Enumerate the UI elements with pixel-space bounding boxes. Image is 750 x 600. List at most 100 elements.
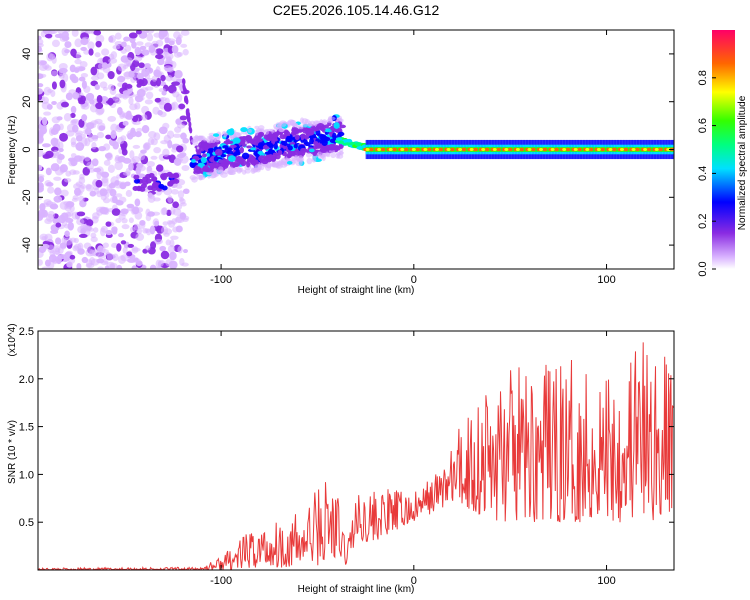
- spectrogram-mark: [136, 164, 143, 171]
- spectrogram-mark: [157, 58, 165, 66]
- spectrogram-mark: [67, 211, 74, 217]
- spectrogram-mark: [166, 38, 176, 43]
- spectrogram-mark: [542, 147, 548, 152]
- spectrogram-mark: [123, 36, 131, 42]
- spectrogram-mark: [185, 110, 189, 117]
- spectrogram-mark: [246, 145, 253, 149]
- spectrogram-mark: [136, 72, 144, 80]
- spectrogram-mark: [223, 132, 229, 136]
- spectrogram-mark: [157, 260, 164, 267]
- spectrogram-mark: [446, 148, 451, 151]
- spectrogram-mark: [562, 148, 567, 151]
- spectrogram-mark: [120, 240, 127, 245]
- spectrogram-mark: [112, 44, 121, 50]
- spectrogram-ylabel: Frequency (Hz): [7, 116, 18, 185]
- y-tick-label: -20: [21, 189, 33, 205]
- spectrogram-mark: [169, 173, 176, 179]
- spectrogram-mark: [49, 201, 57, 209]
- spectrogram-mark: [225, 138, 230, 143]
- spectrogram-mark: [519, 147, 525, 152]
- spectrogram-mark: [59, 79, 66, 89]
- spectrogram-mark: [64, 49, 70, 54]
- spectrogram-mark: [95, 40, 102, 48]
- spectrogram-mark: [492, 148, 497, 151]
- spectrogram-mark: [111, 208, 121, 216]
- spectrogram-mark: [67, 221, 74, 231]
- spectrogram-mark: [108, 57, 118, 64]
- spectrogram-mark: [134, 198, 141, 207]
- spectrogram-mark: [61, 31, 69, 39]
- spectrogram-mark: [258, 131, 265, 137]
- spectrogram-mark: [159, 245, 167, 252]
- spectrogram-mark: [496, 147, 502, 152]
- spectrogram-mark: [218, 56, 222, 60]
- spectrogram-mark: [114, 156, 123, 164]
- spectrogram-mark: [71, 197, 79, 202]
- spectrogram-mark: [232, 137, 241, 144]
- spectrogram-mark: [206, 171, 214, 176]
- spectrogram-mark: [119, 111, 125, 120]
- spectrogram-mark: [133, 174, 140, 180]
- spectrogram-mark: [200, 142, 209, 148]
- spectrogram-mark: [643, 148, 648, 151]
- spectrogram-mark: [268, 142, 273, 147]
- spectrogram-mark: [223, 163, 229, 168]
- spectrogram-mark: [135, 207, 144, 213]
- spectrogram-mark: [42, 30, 51, 35]
- spectrogram-mark: [332, 132, 337, 140]
- spectrogram-mark: [44, 33, 53, 39]
- spectrogram-mark: [272, 152, 278, 158]
- spectrogram-mark: [321, 154, 326, 162]
- spectrogram-mark: [136, 227, 143, 235]
- spectrogram-mark: [38, 250, 44, 258]
- spectrogram-mark: [89, 249, 97, 257]
- spectrogram-mark: [182, 48, 189, 56]
- spectrogram-mark: [294, 88, 297, 92]
- spectrogram-mark: [103, 143, 111, 151]
- spectrogram-mark: [249, 155, 256, 162]
- spectrogram-mark: [132, 185, 139, 191]
- spectrogram-mark: [631, 148, 636, 151]
- spectrogram-mark: [38, 185, 44, 193]
- spectrogram-mark: [114, 93, 123, 99]
- spectrogram-mark: [220, 154, 226, 158]
- spectrogram-mark: [75, 130, 84, 135]
- spectrogram-mark: [128, 96, 134, 105]
- spectrogram-mark: [279, 134, 287, 140]
- spectrogram-mark: [70, 112, 76, 118]
- spectrogram-mark: [136, 127, 143, 133]
- spectrogram-mark: [74, 38, 82, 48]
- spectrogram-mark: [38, 42, 44, 48]
- spectrogram-mark: [96, 190, 103, 198]
- spectrogram-mark: [268, 186, 271, 190]
- spectrogram-mark: [95, 179, 103, 188]
- spectrogram-mark: [133, 55, 143, 62]
- spectrogram-mark: [198, 174, 206, 181]
- spectrogram-mark: [51, 100, 57, 105]
- snr-x-tick-label: -100: [210, 575, 232, 587]
- spectrogram-mark: [57, 253, 67, 260]
- spectrogram-mark: [140, 183, 147, 189]
- spectrogram-mark: [469, 148, 474, 151]
- spectrogram-mark: [396, 147, 399, 152]
- spectrogram-mark: [58, 67, 68, 74]
- spectrogram-mark: [484, 147, 490, 152]
- spectrogram-mark: [438, 147, 444, 152]
- snr-x-tick-label: 0: [411, 575, 417, 587]
- spectrogram-mark: [172, 201, 179, 209]
- snr-x-tick-label: 100: [597, 575, 615, 587]
- spectrogram-mark: [330, 152, 337, 159]
- spectrogram-mark: [202, 165, 210, 172]
- spectrogram-mark: [248, 188, 252, 192]
- spectrogram-mark: [54, 187, 62, 196]
- spectrogram-mark: [171, 101, 179, 111]
- spectrogram-mark: [75, 51, 81, 60]
- spectrogram-mark: [116, 264, 123, 269]
- spectrogram-mark: [86, 219, 94, 227]
- spectrogram-mark: [49, 249, 56, 258]
- spectrogram-mark: [388, 148, 393, 151]
- spectrogram-mark: [141, 114, 148, 121]
- spectrogram-mark: [377, 148, 382, 151]
- spectrogram-mark: [254, 129, 259, 136]
- spectrogram-mark: [134, 131, 142, 138]
